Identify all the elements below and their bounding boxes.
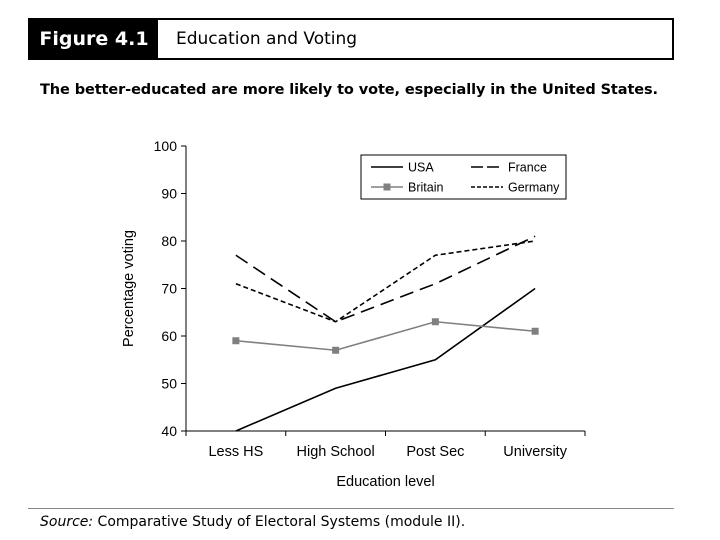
series-line-usa — [235, 287, 536, 432]
figure-header: Figure 4.1 Education and Voting — [28, 18, 674, 60]
data-point-britain — [332, 346, 340, 354]
x-tick-label: High School — [297, 444, 375, 460]
x-axis-title: Education level — [336, 474, 434, 490]
x-tick-label: University — [503, 444, 567, 460]
series-line-britain — [235, 320, 536, 352]
x-tick-label: Less HS — [208, 444, 263, 460]
y-tick-label: 60 — [161, 328, 177, 344]
legend-box — [360, 154, 567, 200]
figure-label: Figure 4.1 — [30, 20, 158, 58]
figure-title: Education and Voting — [176, 29, 358, 49]
y-tick-label: 70 — [161, 281, 177, 297]
data-point-britain — [431, 318, 439, 326]
figure-subtitle: The better-educated are more likely to v… — [40, 82, 658, 98]
legend-label: France — [508, 161, 547, 175]
series-line-germany — [235, 240, 536, 323]
y-tick-label: 50 — [161, 376, 177, 392]
x-tick-label: Post Sec — [406, 444, 464, 460]
source-prefix: Source: — [40, 514, 94, 530]
series-line-france — [235, 235, 536, 323]
source-note: Source: Comparative Study of Electoral S… — [40, 514, 465, 530]
legend-label: USA — [408, 161, 434, 175]
legend-marker-britain — [383, 183, 391, 191]
data-point-britain — [531, 327, 539, 335]
y-axis-title: Percentage voting — [121, 230, 137, 347]
y-tick-label: 80 — [161, 233, 177, 249]
source-text: Comparative Study of Electoral Systems (… — [93, 514, 466, 530]
y-tick-label: 100 — [154, 138, 178, 154]
legend-label: Germany — [508, 181, 560, 195]
y-tick-label: 90 — [161, 186, 177, 202]
line-chart: 40 50 60 70 80 90 100 Less HS High School Post Se… — [121, 138, 586, 490]
data-point-britain — [232, 337, 240, 345]
legend-label: Britain — [408, 181, 443, 195]
source-divider — [28, 508, 674, 509]
y-tick-label: 40 — [161, 423, 177, 439]
